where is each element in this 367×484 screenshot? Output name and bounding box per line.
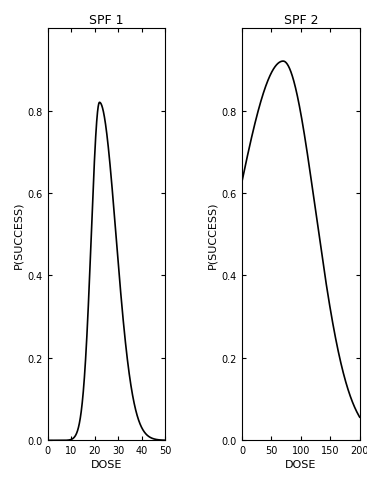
- X-axis label: DOSE: DOSE: [285, 459, 316, 469]
- Title: SPF 1: SPF 1: [89, 14, 124, 27]
- X-axis label: DOSE: DOSE: [91, 459, 122, 469]
- Y-axis label: P(SUCCESS): P(SUCCESS): [13, 201, 23, 269]
- Y-axis label: P(SUCCESS): P(SUCCESS): [208, 201, 218, 269]
- Title: SPF 2: SPF 2: [284, 14, 318, 27]
